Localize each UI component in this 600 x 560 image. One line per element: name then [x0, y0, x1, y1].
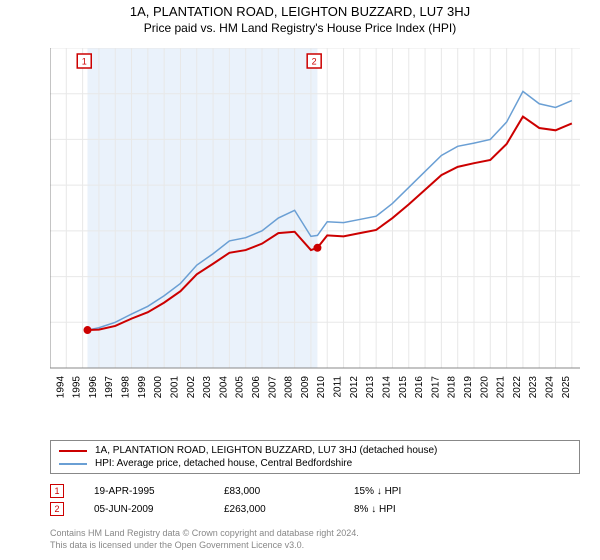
legend: 1A, PLANTATION ROAD, LEIGHTON BUZZARD, L…: [50, 440, 580, 474]
svg-text:1995: 1995: [72, 376, 83, 398]
chart-area: £0£100K£200K£300K£400K£500K£600K£700K199…: [50, 48, 580, 398]
footer-line: Contains HM Land Registry data © Crown c…: [50, 528, 359, 540]
svg-text:2002: 2002: [186, 376, 197, 398]
title-sub: Price paid vs. HM Land Registry's House …: [0, 21, 600, 35]
legend-label: 1A, PLANTATION ROAD, LEIGHTON BUZZARD, L…: [95, 445, 437, 456]
svg-text:1994: 1994: [55, 376, 66, 398]
svg-text:2023: 2023: [528, 376, 539, 398]
footer: Contains HM Land Registry data © Crown c…: [50, 528, 359, 551]
event-date: 05-JUN-2009: [94, 504, 194, 515]
event-price: £83,000: [224, 486, 324, 497]
svg-text:2024: 2024: [545, 376, 556, 398]
svg-text:2022: 2022: [512, 376, 523, 398]
svg-text:2005: 2005: [235, 376, 246, 398]
event-price: £263,000: [224, 504, 324, 515]
event-diff: 8% ↓ HPI: [354, 504, 454, 515]
events-table: 1 19-APR-1995 £83,000 15% ↓ HPI 2 05-JUN…: [50, 484, 580, 516]
chart-svg: £0£100K£200K£300K£400K£500K£600K£700K199…: [50, 48, 580, 398]
event-row: 1 19-APR-1995 £83,000 15% ↓ HPI: [50, 484, 580, 498]
legend-item: HPI: Average price, detached house, Cent…: [59, 458, 571, 469]
titles: 1A, PLANTATION ROAD, LEIGHTON BUZZARD, L…: [0, 0, 600, 35]
svg-text:2011: 2011: [333, 376, 344, 398]
svg-text:2006: 2006: [251, 376, 262, 398]
event-marker-icon: 1: [50, 484, 64, 498]
svg-text:2001: 2001: [169, 376, 180, 398]
svg-text:2004: 2004: [218, 376, 229, 398]
chart-container: 1A, PLANTATION ROAD, LEIGHTON BUZZARD, L…: [0, 0, 600, 560]
svg-text:2009: 2009: [300, 376, 311, 398]
svg-text:2012: 2012: [349, 376, 360, 398]
event-date: 19-APR-1995: [94, 486, 194, 497]
event-row: 2 05-JUN-2009 £263,000 8% ↓ HPI: [50, 502, 580, 516]
legend-item: 1A, PLANTATION ROAD, LEIGHTON BUZZARD, L…: [59, 445, 571, 456]
svg-text:1998: 1998: [121, 376, 132, 398]
event-diff: 15% ↓ HPI: [354, 486, 454, 497]
svg-text:2021: 2021: [496, 376, 507, 398]
svg-text:1: 1: [82, 56, 87, 66]
svg-text:2018: 2018: [447, 376, 458, 398]
svg-text:1996: 1996: [88, 376, 99, 398]
footer-line: This data is licensed under the Open Gov…: [50, 540, 359, 552]
svg-text:1999: 1999: [137, 376, 148, 398]
legend-swatch: [59, 450, 87, 452]
svg-text:2000: 2000: [153, 376, 164, 398]
svg-text:2: 2: [312, 56, 317, 66]
svg-text:2016: 2016: [414, 376, 425, 398]
svg-text:2007: 2007: [267, 376, 278, 398]
svg-text:2010: 2010: [316, 376, 327, 398]
svg-text:1997: 1997: [104, 376, 115, 398]
event-marker-icon: 2: [50, 502, 64, 516]
svg-text:2025: 2025: [561, 376, 572, 398]
svg-text:2020: 2020: [479, 376, 490, 398]
svg-text:2015: 2015: [398, 376, 409, 398]
legend-swatch: [59, 463, 87, 465]
title-main: 1A, PLANTATION ROAD, LEIGHTON BUZZARD, L…: [0, 4, 600, 19]
svg-text:2003: 2003: [202, 376, 213, 398]
svg-text:2019: 2019: [463, 376, 474, 398]
svg-text:2014: 2014: [381, 376, 392, 398]
svg-text:2013: 2013: [365, 376, 376, 398]
legend-label: HPI: Average price, detached house, Cent…: [95, 458, 352, 469]
svg-text:2017: 2017: [430, 376, 441, 398]
svg-text:2008: 2008: [284, 376, 295, 398]
